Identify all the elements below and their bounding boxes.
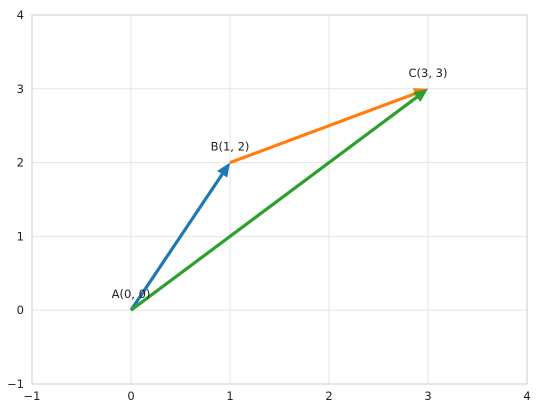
y-tick-label: 4	[17, 8, 24, 22]
vector-arrow	[129, 162, 230, 312]
grid-lines	[31, 14, 528, 385]
x-tick-label: 1	[226, 389, 233, 403]
point-label: A(0, 0)	[112, 287, 151, 301]
tick-labels: −1 0 1 2 3 4 −1 0 1 2 3 4	[7, 8, 531, 403]
plot-frame	[31, 14, 528, 385]
vectors	[129, 88, 428, 312]
vector-shaft	[129, 173, 224, 312]
x-tick-label: 4	[523, 389, 530, 403]
vector-shaft	[130, 95, 418, 312]
y-tick-label: −1	[7, 377, 24, 391]
vector-shaft	[229, 92, 416, 165]
y-tick-label: 1	[17, 229, 24, 243]
vector-arrowhead	[217, 162, 230, 178]
y-tick-label: 3	[17, 82, 24, 96]
x-tick-label: −1	[24, 389, 41, 403]
y-tick-label: 2	[17, 156, 24, 170]
x-tick-label: 3	[424, 389, 431, 403]
y-tick-label: 0	[17, 303, 24, 317]
vector-arrowhead	[413, 88, 428, 102]
point-labels: A(0, 0) B(1, 2) C(3, 3)	[112, 66, 448, 301]
x-tick-label: 0	[127, 389, 134, 403]
x-tick-label: 2	[325, 389, 332, 403]
point-label: B(1, 2)	[211, 140, 250, 154]
vector-arrow	[130, 88, 428, 312]
point-label: C(3, 3)	[409, 66, 448, 80]
